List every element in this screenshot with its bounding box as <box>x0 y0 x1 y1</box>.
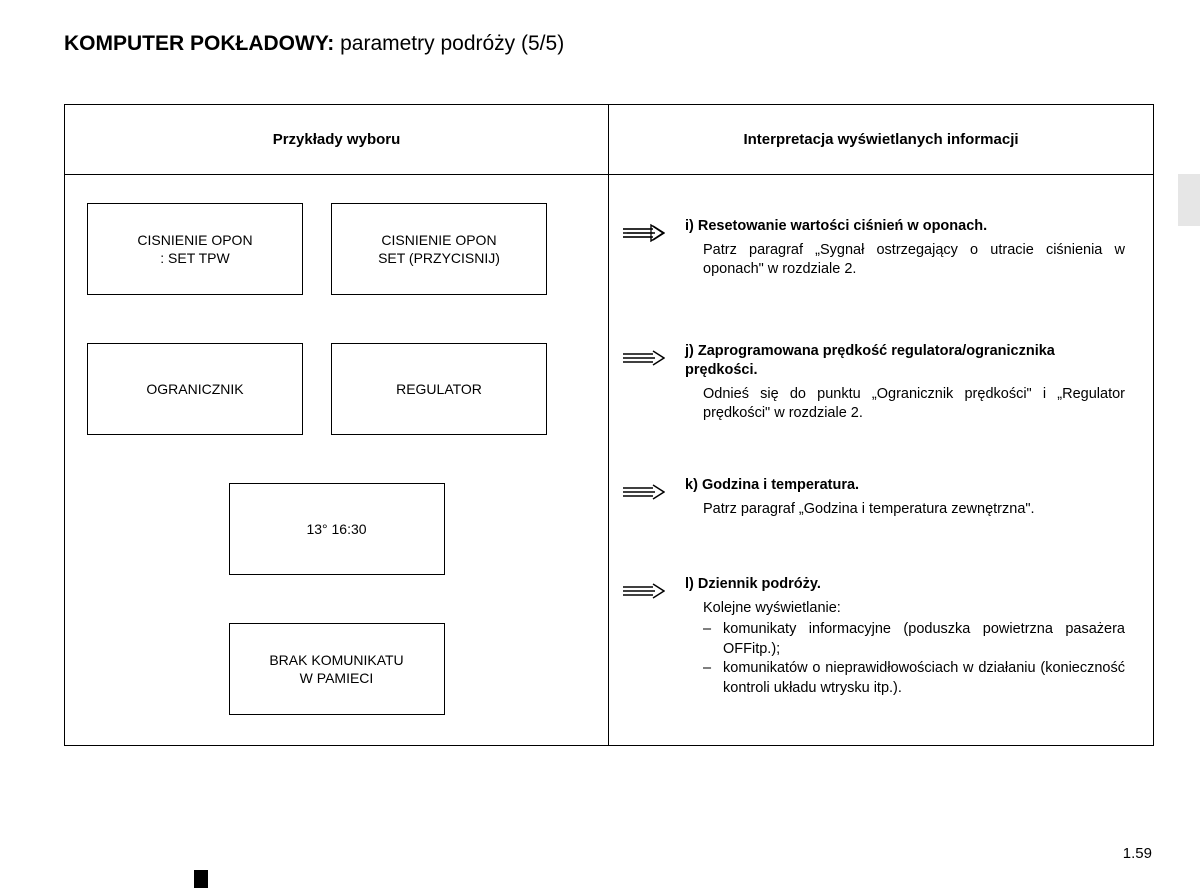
arrow-icon <box>621 575 669 606</box>
arrow-icon <box>621 476 669 507</box>
list-text: komunikatów o nieprawidłowościach w dzia… <box>723 659 1125 698</box>
display-box-limiter: OGRANICZNIK <box>87 343 303 435</box>
item-title: Zaprogramowana prędkość regulatora/ogran… <box>685 343 1055 379</box>
interpretation-column: i) Resetowanie wartości ciśnień w oponac… <box>609 175 1153 745</box>
example-row-3: 13° 16:30 <box>87 483 586 575</box>
interpretation-text: l) Dziennik podróży. Kolejne wyświetlani… <box>685 575 1125 698</box>
dash-icon: – <box>703 659 715 698</box>
table-body: CISNIENIE OPON: SET TPW CISNIENIE OPONSE… <box>65 175 1153 745</box>
header-interpretation: Interpretacja wyświetlanych informacji <box>609 105 1153 174</box>
item-letter: l) <box>685 576 694 592</box>
item-letter: i) <box>685 218 694 234</box>
arrow-icon <box>621 217 669 248</box>
item-intro: Kolejne wyświetlanie: <box>703 599 1125 619</box>
list-item: – komunikatów o nieprawidłowościach w dz… <box>703 659 1125 698</box>
interpretation-j: j) Zaprogramowana prędkość regulatora/og… <box>621 342 1125 424</box>
display-box-regulator: REGULATOR <box>331 343 547 435</box>
display-box-time-temp: 13° 16:30 <box>229 483 445 575</box>
page-title: KOMPUTER POKŁADOWY: parametry podróży (5… <box>64 32 1152 56</box>
interpretation-text: k) Godzina i temperatura. Patrz paragraf… <box>685 476 1125 519</box>
page-content: KOMPUTER POKŁADOWY: parametry podróży (5… <box>0 0 1200 746</box>
display-box-tire-2: CISNIENIE OPONSET (PRZYCISNIJ) <box>331 203 547 295</box>
list-text: komunikaty informacyjne (poduszka powiet… <box>723 620 1125 659</box>
display-box-no-message: BRAK KOMUNIKATUW PAMIECI <box>229 623 445 715</box>
interpretation-text: j) Zaprogramowana prędkość regulatora/og… <box>685 342 1125 424</box>
list-item: – komunikaty informacyjne (poduszka powi… <box>703 620 1125 659</box>
interpretation-l: l) Dziennik podróży. Kolejne wyświetlani… <box>621 575 1125 698</box>
example-row-4: BRAK KOMUNIKATUW PAMIECI <box>87 623 586 715</box>
item-title: Dziennik podróży. <box>698 576 821 592</box>
example-row-1: CISNIENIE OPON: SET TPW CISNIENIE OPONSE… <box>87 203 586 295</box>
examples-column: CISNIENIE OPON: SET TPW CISNIENIE OPONSE… <box>65 175 609 745</box>
item-body: Odnieś się do punktu „Ogranicznik prędko… <box>685 385 1125 424</box>
page-number: 1.59 <box>1123 845 1152 862</box>
table-header: Przykłady wyboru Interpretacja wyświetla… <box>65 105 1153 175</box>
interpretation-k: k) Godzina i temperatura. Patrz paragraf… <box>621 476 1125 519</box>
dash-icon: – <box>703 620 715 659</box>
title-bold: KOMPUTER POKŁADOWY: <box>64 32 334 55</box>
interpretation-i: i) Resetowanie wartości ciśnień w oponac… <box>621 217 1125 280</box>
title-regular: parametry podróży (5/5) <box>334 32 564 55</box>
header-examples: Przykłady wyboru <box>65 105 609 174</box>
item-title: Resetowanie wartości ciśnień w oponach. <box>698 218 987 234</box>
item-body: Patrz paragraf „Godzina i temperatura ze… <box>685 500 1125 520</box>
item-letter: j) <box>685 343 694 359</box>
arrow-icon <box>621 342 669 373</box>
side-tab <box>1178 174 1200 226</box>
crop-mark <box>194 870 208 888</box>
display-box-tire-1: CISNIENIE OPON: SET TPW <box>87 203 303 295</box>
interpretation-text: i) Resetowanie wartości ciśnień w oponac… <box>685 217 1125 280</box>
main-table: Przykłady wyboru Interpretacja wyświetla… <box>64 104 1154 746</box>
item-title: Godzina i temperatura. <box>702 477 859 493</box>
example-row-2: OGRANICZNIK REGULATOR <box>87 343 586 435</box>
item-list: – komunikaty informacyjne (poduszka powi… <box>685 620 1125 698</box>
item-body: Patrz paragraf „Sygnał ostrzegający o ut… <box>685 241 1125 280</box>
item-letter: k) <box>685 477 698 493</box>
